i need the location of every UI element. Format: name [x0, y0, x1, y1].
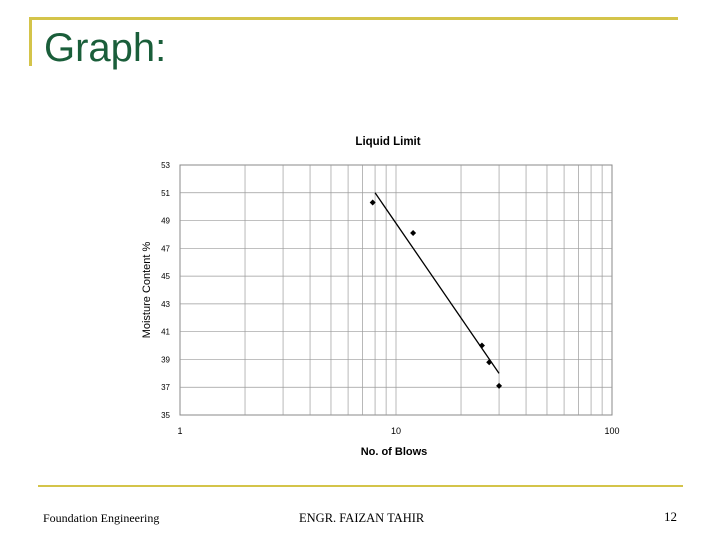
- y-axis-label: Moisture Content %: [141, 241, 153, 338]
- y-tick-label: 39: [161, 355, 170, 364]
- data-point: [369, 199, 376, 206]
- footer-course-name: Foundation Engineering: [43, 511, 160, 525]
- chart-title: Liquid Limit: [355, 136, 420, 148]
- x-tick-label: 100: [604, 426, 619, 436]
- data-point: [496, 382, 503, 389]
- y-tick-label: 53: [161, 161, 170, 170]
- y-tick-label: 45: [161, 272, 170, 281]
- data-point: [486, 359, 493, 366]
- y-tick-label: 47: [161, 244, 170, 253]
- y-tick-label: 43: [161, 300, 170, 309]
- y-tick-label: 41: [161, 328, 170, 337]
- data-points: [369, 199, 503, 389]
- top-accent-line: [29, 17, 678, 20]
- trendline: [374, 192, 500, 374]
- y-tick-label: 37: [161, 383, 170, 392]
- page-number: 12: [664, 509, 677, 524]
- data-point: [478, 342, 485, 349]
- slide-title: Graph:: [44, 26, 167, 70]
- left-accent-line: [29, 17, 32, 66]
- trendline-group: [374, 192, 500, 374]
- chart-grid: [180, 165, 612, 415]
- footer-author: ENGR. FAIZAN TAHIR: [299, 511, 425, 525]
- y-tick-label: 51: [161, 189, 170, 198]
- bottom-accent-line: [38, 485, 683, 487]
- x-tick-label: 10: [391, 426, 401, 436]
- x-tick-label: 1: [177, 426, 182, 436]
- x-axis-label: No. of Blows: [361, 446, 428, 458]
- data-point: [410, 230, 417, 237]
- y-tick-label: 35: [161, 411, 170, 420]
- chart-ticks: 53 51 49 47 45 43 41 39 37 35 1 10 100: [161, 161, 619, 436]
- y-tick-label: 49: [161, 217, 170, 226]
